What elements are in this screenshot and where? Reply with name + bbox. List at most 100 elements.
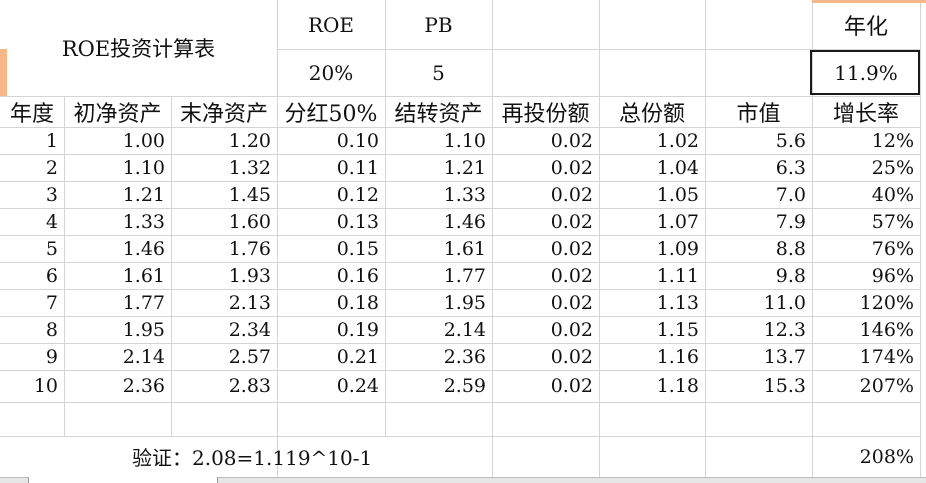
cell-carry-assets[interactable]: 1.61	[443, 237, 486, 260]
cell-carry-assets[interactable]: 1.95	[443, 291, 486, 314]
column-header-year[interactable]: 年度	[9, 101, 54, 127]
cell-year[interactable]: 8	[45, 318, 58, 341]
cell-market-value[interactable]: 11.0	[763, 291, 806, 314]
cell-total-shares[interactable]: 1.04	[656, 156, 699, 179]
cell-year[interactable]: 3	[45, 183, 58, 206]
cell-end-assets[interactable]: 2.83	[228, 375, 271, 397]
cell-reinvest-shares[interactable]: 0.02	[550, 129, 593, 152]
cell-start-assets[interactable]: 1.61	[122, 264, 165, 287]
annual-value-cell[interactable]: 11.9%	[834, 60, 898, 85]
cell-growth-rate[interactable]: 96%	[871, 264, 914, 287]
cell-growth-rate[interactable]: 25%	[871, 156, 914, 179]
cell-growth-rate[interactable]: 76%	[871, 237, 914, 260]
cell-dividend[interactable]: 0.19	[336, 318, 379, 341]
cell-growth-rate[interactable]: 12%	[871, 129, 914, 152]
cell-year[interactable]: 5	[45, 237, 58, 260]
cell-year[interactable]: 10	[33, 375, 58, 397]
cell-reinvest-shares[interactable]: 0.02	[550, 183, 593, 206]
pb-label-cell[interactable]: PB	[424, 12, 453, 37]
cell-growth-rate[interactable]: 120%	[859, 291, 914, 314]
cell-end-assets[interactable]: 1.76	[228, 237, 271, 260]
cell-end-assets[interactable]: 2.57	[228, 345, 271, 368]
cell-dividend[interactable]: 0.11	[336, 156, 379, 179]
cell-end-assets[interactable]: 1.93	[228, 264, 271, 287]
cell-market-value[interactable]: 7.9	[775, 210, 806, 233]
cell-dividend[interactable]: 0.12	[336, 183, 379, 206]
verification-formula[interactable]: 验证：2.08=1.119^10-1	[132, 446, 373, 470]
cell-market-value[interactable]: 12.3	[763, 318, 806, 341]
cell-start-assets[interactable]: 2.14	[122, 345, 165, 368]
cell-reinvest-shares[interactable]: 0.02	[550, 345, 593, 368]
cell-start-assets[interactable]: 1.00	[122, 129, 165, 152]
roe-label-cell[interactable]: ROE	[307, 12, 355, 37]
cell-market-value[interactable]: 9.8	[775, 264, 806, 287]
cell-year[interactable]: 4	[45, 210, 58, 233]
cell-growth-rate[interactable]: 40%	[871, 183, 914, 206]
cell-start-assets[interactable]: 1.33	[122, 210, 165, 233]
column-header-market-value[interactable]: 市值	[736, 101, 781, 127]
column-header-total-shares[interactable]: 总份额	[618, 101, 685, 127]
cell-total-shares[interactable]: 1.18	[656, 375, 699, 397]
cell-reinvest-shares[interactable]: 0.02	[550, 291, 593, 314]
cell-year[interactable]: 1	[45, 129, 58, 152]
roe-value-cell[interactable]: 20%	[308, 60, 354, 85]
cell-end-assets[interactable]: 1.45	[228, 183, 271, 206]
cell-end-assets[interactable]: 1.60	[228, 210, 271, 233]
cell-carry-assets[interactable]: 1.46	[443, 210, 486, 233]
cell-end-assets[interactable]: 2.34	[228, 318, 271, 341]
cell-dividend[interactable]: 0.15	[336, 237, 379, 260]
cell-dividend[interactable]: 0.18	[336, 291, 379, 314]
sheet-tab[interactable]	[28, 477, 218, 483]
pb-value-cell[interactable]: 5	[432, 60, 445, 85]
cell-reinvest-shares[interactable]: 0.02	[550, 237, 593, 260]
cell-total-shares[interactable]: 1.05	[656, 183, 699, 206]
cell-reinvest-shares[interactable]: 0.02	[550, 375, 593, 397]
cell-start-assets[interactable]: 1.46	[122, 237, 165, 260]
cell-year[interactable]: 7	[45, 291, 58, 314]
cell-end-assets[interactable]: 2.13	[228, 291, 271, 314]
cell-carry-assets[interactable]: 1.33	[443, 183, 486, 206]
cell-growth-rate[interactable]: 57%	[871, 210, 914, 233]
cell-growth-rate[interactable]: 146%	[859, 318, 914, 341]
cell-total-shares[interactable]: 1.13	[656, 291, 699, 314]
cell-total-shares[interactable]: 1.15	[656, 318, 699, 341]
cell-market-value[interactable]: 5.6	[775, 129, 806, 152]
column-header-reinvest-shares[interactable]: 再投份额	[501, 101, 590, 127]
cell-dividend[interactable]: 0.13	[336, 210, 379, 233]
cell-dividend[interactable]: 0.16	[336, 264, 379, 287]
cell-dividend[interactable]: 0.24	[336, 375, 379, 397]
cell-market-value[interactable]: 15.3	[763, 375, 806, 397]
cell-reinvest-shares[interactable]: 0.02	[550, 156, 593, 179]
column-header-end-assets[interactable]: 末净资产	[179, 101, 268, 127]
column-header-dividend[interactable]: 分红50%	[284, 101, 378, 127]
cell-reinvest-shares[interactable]: 0.02	[550, 264, 593, 287]
cell-total-shares[interactable]: 1.11	[656, 264, 699, 287]
column-header-start-assets[interactable]: 初净资产	[73, 101, 162, 127]
cell-carry-assets[interactable]: 1.77	[443, 264, 486, 287]
cell-total-shares[interactable]: 1.09	[656, 237, 699, 260]
cell-carry-assets[interactable]: 1.10	[443, 129, 486, 152]
cell-dividend[interactable]: 0.10	[336, 129, 379, 152]
cell-carry-assets[interactable]: 1.21	[443, 156, 486, 179]
cell-dividend[interactable]: 0.21	[336, 345, 379, 368]
cell-market-value[interactable]: 8.8	[775, 237, 806, 260]
cell-start-assets[interactable]: 1.10	[122, 156, 165, 179]
cell-market-value[interactable]: 7.0	[775, 183, 806, 206]
cell-reinvest-shares[interactable]: 0.02	[550, 318, 593, 341]
cell-carry-assets[interactable]: 2.36	[443, 345, 486, 368]
cell-carry-assets[interactable]: 2.14	[443, 318, 486, 341]
cell-total-shares[interactable]: 1.07	[656, 210, 699, 233]
column-header-growth-rate[interactable]: 增长率	[832, 101, 899, 127]
cell-end-assets[interactable]: 1.32	[228, 156, 271, 179]
cell-start-assets[interactable]: 1.21	[122, 183, 165, 206]
column-header-carry-assets[interactable]: 结转资产	[394, 101, 483, 127]
cell-year[interactable]: 2	[45, 156, 58, 179]
cell-reinvest-shares[interactable]: 0.02	[550, 210, 593, 233]
cell-carry-assets[interactable]: 2.59	[443, 375, 486, 397]
cell-start-assets[interactable]: 1.77	[122, 291, 165, 314]
cell-start-assets[interactable]: 2.36	[122, 375, 165, 397]
cell-growth-rate[interactable]: 174%	[859, 345, 914, 368]
cell-growth-rate[interactable]: 207%	[859, 375, 914, 397]
cell-start-assets[interactable]: 1.95	[122, 318, 165, 341]
cell-market-value[interactable]: 13.7	[763, 345, 806, 368]
